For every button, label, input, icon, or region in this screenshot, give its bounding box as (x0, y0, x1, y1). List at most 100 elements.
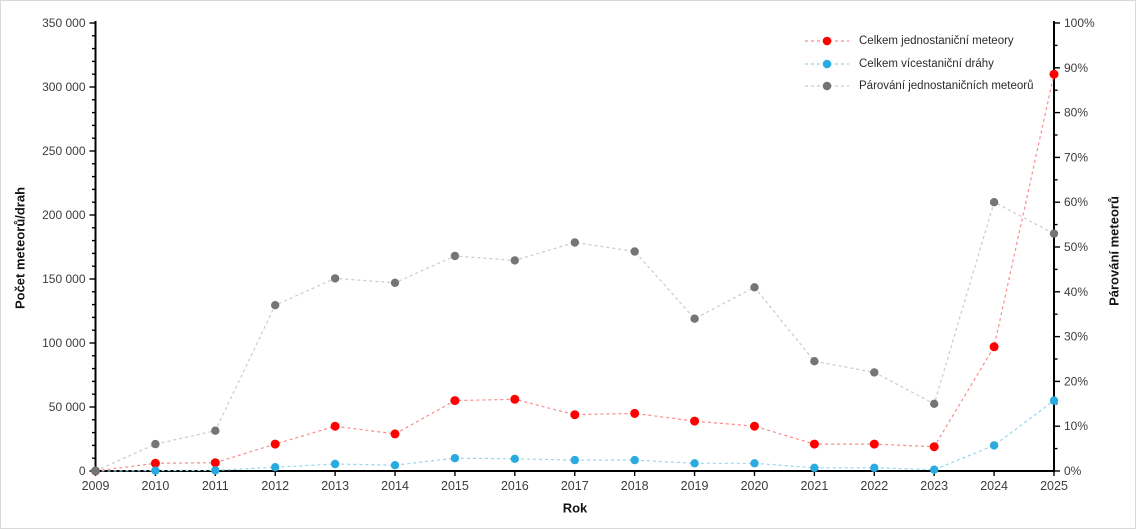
x-axis-title: Rok (562, 500, 588, 516)
svg-text:2021: 2021 (800, 479, 828, 493)
svg-text:150 000: 150 000 (42, 272, 86, 286)
data-point-2-2017 (570, 238, 579, 247)
data-point-0-2023 (929, 442, 939, 452)
data-point-0-2016 (510, 394, 520, 404)
series-line-0 (95, 74, 1055, 472)
legend-label: Párování jednostaničních meteorů (859, 80, 1034, 93)
data-point-2-2014 (390, 278, 400, 287)
data-point-0-2024 (989, 342, 999, 352)
data-point-1-2022 (870, 463, 879, 472)
data-point-1-2011 (211, 466, 220, 475)
svg-text:60%: 60% (1064, 195, 1088, 209)
y-axis-right: 0% 10% 20% 30% 40% 50% 60% 70% 80% 90% 100% (1053, 16, 1095, 478)
svg-text:2015: 2015 (441, 479, 469, 493)
data-point-1-2012 (271, 463, 280, 472)
svg-text:2010: 2010 (142, 479, 170, 493)
y-axis-left: 0 50 000 100 000 150 000 200 000 250 000 300 0… (42, 16, 97, 478)
data-point-2-2009 (91, 466, 100, 476)
legend-item-single-station-meteors: Celkem jednostaniční meteory (804, 30, 1034, 53)
data-point-0-2010 (150, 458, 160, 468)
svg-text:40%: 40% (1064, 285, 1088, 299)
x-axis: 2009 2010 2011 2012 2013 2014 2015 2016 2017 2018… (82, 470, 1068, 493)
data-point-0-2022 (869, 439, 879, 449)
data-point-1-2013 (330, 459, 340, 469)
data-point-1-2023 (930, 465, 939, 474)
data-point-2-2010 (151, 439, 160, 449)
data-point-1-2018 (630, 455, 639, 465)
series-markers-2 (91, 198, 1059, 476)
svg-text:2022: 2022 (860, 479, 888, 493)
series-markers-0 (91, 69, 1059, 476)
data-point-1-2021 (810, 463, 819, 472)
legend-label: Celkem jednostaniční meteory (859, 35, 1014, 48)
data-point-1-2010 (151, 466, 160, 475)
legend-label: Celkem vícestaniční dráhy (859, 57, 994, 70)
data-point-0-2018 (630, 408, 640, 418)
data-point-1-2025 (1049, 396, 1059, 405)
data-point-2-2025 (1049, 229, 1059, 238)
data-point-0-2020 (750, 421, 759, 431)
data-point-1-2024 (989, 441, 999, 450)
svg-text:2012: 2012 (261, 479, 289, 493)
svg-text:50%: 50% (1064, 240, 1088, 254)
data-point-2-2018 (630, 247, 639, 256)
data-point-2-2019 (690, 314, 699, 323)
data-point-0-2012 (270, 439, 280, 449)
svg-text:2011: 2011 (202, 479, 229, 493)
data-point-1-2019 (690, 459, 699, 468)
svg-text:200 000: 200 000 (42, 208, 86, 222)
svg-text:2016: 2016 (501, 479, 529, 493)
data-point-2-2012 (271, 301, 280, 310)
data-point-1-2014 (390, 461, 400, 470)
svg-text:2025: 2025 (1040, 479, 1068, 493)
svg-text:100 000: 100 000 (42, 336, 86, 350)
svg-text:350 000: 350 000 (42, 16, 86, 30)
svg-text:2009: 2009 (82, 479, 110, 493)
svg-text:2024: 2024 (980, 479, 1008, 493)
data-point-2-2013 (330, 274, 340, 283)
svg-text:70%: 70% (1064, 150, 1088, 164)
data-point-0-2019 (690, 416, 700, 426)
data-point-0-2011 (210, 458, 220, 468)
data-point-2-2011 (211, 426, 220, 435)
svg-text:0%: 0% (1064, 464, 1082, 478)
svg-text:2014: 2014 (381, 479, 409, 493)
data-point-0-2015 (450, 396, 460, 406)
data-point-0-2017 (570, 410, 580, 420)
svg-text:80%: 80% (1064, 106, 1088, 120)
data-point-2-2023 (930, 399, 939, 408)
legend-marker-icon (805, 81, 849, 91)
data-point-0-2025 (1049, 69, 1059, 79)
legend-marker-icon (805, 36, 849, 46)
y-axis-title-right: Párování meteorů (1106, 196, 1122, 306)
data-point-2-2022 (870, 368, 879, 377)
svg-text:100%: 100% (1064, 16, 1095, 30)
data-point-2-2020 (750, 283, 759, 292)
legend: Celkem jednostaniční meteory Celkem více… (804, 30, 1034, 98)
svg-text:2018: 2018 (621, 479, 649, 493)
series-markers-1 (91, 396, 1059, 476)
svg-text:2023: 2023 (920, 479, 948, 493)
data-point-0-2014 (390, 429, 400, 439)
svg-text:20%: 20% (1064, 374, 1088, 388)
svg-text:10%: 10% (1064, 419, 1088, 433)
svg-text:0: 0 (79, 464, 86, 478)
svg-text:90%: 90% (1064, 61, 1088, 75)
svg-text:50 000: 50 000 (49, 400, 86, 414)
legend-item-pairing-percentage: Párování jednostaničních meteorů (804, 75, 1034, 98)
svg-text:300 000: 300 000 (42, 80, 86, 94)
data-point-1-2015 (450, 454, 460, 463)
data-point-2-2015 (450, 251, 460, 261)
data-point-2-2024 (989, 198, 999, 207)
legend-marker-icon (805, 59, 849, 69)
svg-text:30%: 30% (1064, 330, 1088, 344)
data-point-2-2021 (810, 357, 819, 366)
data-point-1-2020 (750, 459, 759, 468)
data-point-2-2016 (510, 256, 519, 265)
legend-item-multi-station-orbits: Celkem vícestaniční dráhy (804, 53, 1034, 76)
data-point-0-2021 (809, 439, 819, 449)
series-line-1 (95, 400, 1055, 472)
svg-text:2019: 2019 (681, 479, 709, 493)
